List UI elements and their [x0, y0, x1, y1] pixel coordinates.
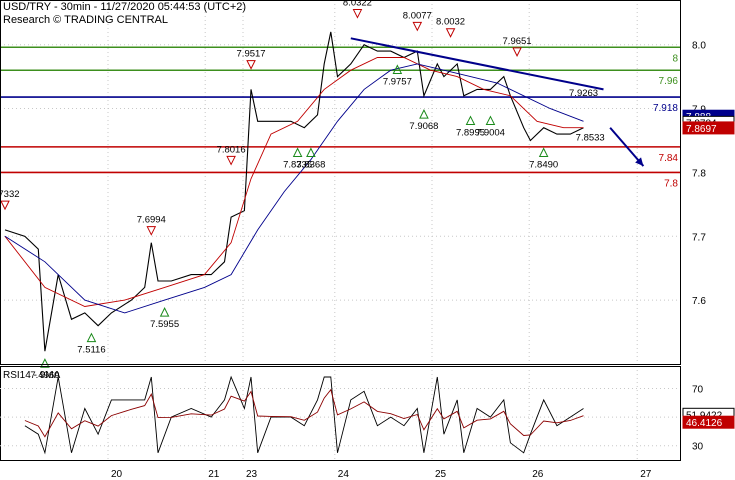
series-ma_slow — [4, 63, 584, 314]
down-marker — [352, 9, 363, 19]
up-marker — [538, 147, 549, 157]
x-tick-label: 23 — [246, 469, 258, 480]
up-marker — [292, 147, 303, 157]
level-label: 7.8 — [664, 178, 678, 189]
annotation-label: 7.8368 — [296, 159, 325, 170]
annotation-label: 7.8335 — [283, 159, 312, 170]
series-price — [4, 31, 584, 352]
level-label: 7.96 — [659, 76, 679, 87]
annotation-label: 7.5955 — [150, 319, 179, 330]
up-marker — [465, 115, 476, 126]
annotation-label: 7.4960 — [30, 370, 59, 381]
up-marker — [159, 307, 170, 317]
annotation-label: 7.9757 — [383, 76, 412, 87]
trendline — [350, 37, 604, 91]
down-marker — [246, 60, 256, 70]
annotation-label: 8.0032 — [436, 17, 465, 28]
x-tick-label: 26 — [532, 469, 544, 480]
annotation-label: 7.5116 — [77, 345, 105, 356]
annotation-label: 7.6994 — [137, 215, 166, 226]
annotation-label: 7.7332 — [0, 189, 20, 200]
rsi-line — [24, 375, 584, 455]
annotations: 7.7332 7.4960 7.5116 7.6994 7.5955 7.8016 7.95… — [0, 0, 645, 381]
up-marker — [40, 358, 50, 368]
annotation-label: 8.0322 — [343, 0, 372, 9]
annotation-label: 7.9068 — [409, 121, 438, 132]
down-marker — [512, 47, 522, 57]
annotation-label: 7.9517 — [237, 49, 266, 60]
down-marker — [146, 226, 157, 236]
annotation-label: 7.8016 — [217, 144, 246, 155]
price-badge-label: 7.8697 — [686, 124, 717, 135]
annotation-label: 7.8490 — [529, 159, 558, 170]
rsi-panel-frame — [0, 366, 681, 461]
down-marker — [445, 28, 456, 38]
rsi-ma-line — [24, 388, 584, 438]
x-tick-label: 21 — [208, 469, 220, 480]
annotation-label: 7.8533 — [576, 132, 605, 143]
level-label: 7.918 — [653, 103, 678, 114]
chart-title: USD/TRY - 30min - 11/27/2020 05:44:53 (U… — [3, 1, 247, 13]
grid-lines — [0, 0, 680, 460]
rsi-panel: RSI14 - 9MA70503051.942246.4126 — [0, 370, 735, 455]
annotation-label: 7.9263 — [569, 88, 598, 99]
annotation-label: 7.9651 — [503, 36, 532, 47]
up-marker — [392, 64, 403, 74]
series-ma_fast — [4, 57, 584, 307]
x-tick-label: 27 — [640, 469, 652, 480]
down-marker — [412, 21, 423, 32]
y-tick-label: 8.0 — [692, 41, 706, 52]
down-marker — [0, 200, 10, 211]
rsi-tick-label: 70 — [692, 384, 704, 395]
rsi-tick-label: 30 — [692, 442, 704, 453]
x-tick-label: 20 — [111, 469, 123, 480]
up-marker — [86, 332, 97, 343]
x-tick-label: 24 — [338, 469, 350, 480]
level-lines: 8 7.96 7.918 7.84 7.8 — [0, 46, 680, 189]
main-panel-frame — [0, 0, 681, 365]
rsi-title: RSI14 - 9MA — [3, 370, 61, 381]
annotation-label: 7.8995 — [456, 128, 485, 139]
annotation-label: 8.0077 — [403, 10, 432, 21]
forecast-arrow-head — [635, 157, 644, 167]
down-marker — [226, 155, 236, 166]
up-marker — [485, 115, 496, 126]
up-marker — [419, 109, 429, 119]
up-marker — [306, 147, 316, 157]
level-label: 8 — [672, 53, 678, 64]
rsi-badge-label: 46.4126 — [686, 418, 723, 429]
y-tick-label: 7.6 — [692, 296, 706, 307]
rsi-badge — [682, 415, 735, 429]
level-label: 7.84 — [659, 153, 679, 164]
annotation-label: 7.9004 — [476, 128, 505, 139]
forecast-arrow — [609, 127, 645, 167]
price-badge — [682, 121, 735, 135]
y-tick-label: 7.8 — [692, 168, 706, 179]
y-tick-label: 7.7 — [692, 232, 706, 243]
x-tick-label: 25 — [435, 469, 447, 480]
chart-source: Research © TRADING CENTRAL — [3, 14, 168, 26]
price-series — [4, 31, 584, 352]
